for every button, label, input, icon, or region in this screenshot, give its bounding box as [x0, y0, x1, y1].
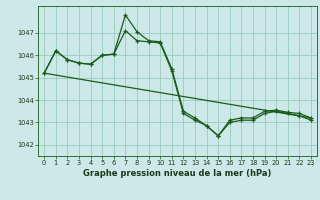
X-axis label: Graphe pression niveau de la mer (hPa): Graphe pression niveau de la mer (hPa): [84, 169, 272, 178]
